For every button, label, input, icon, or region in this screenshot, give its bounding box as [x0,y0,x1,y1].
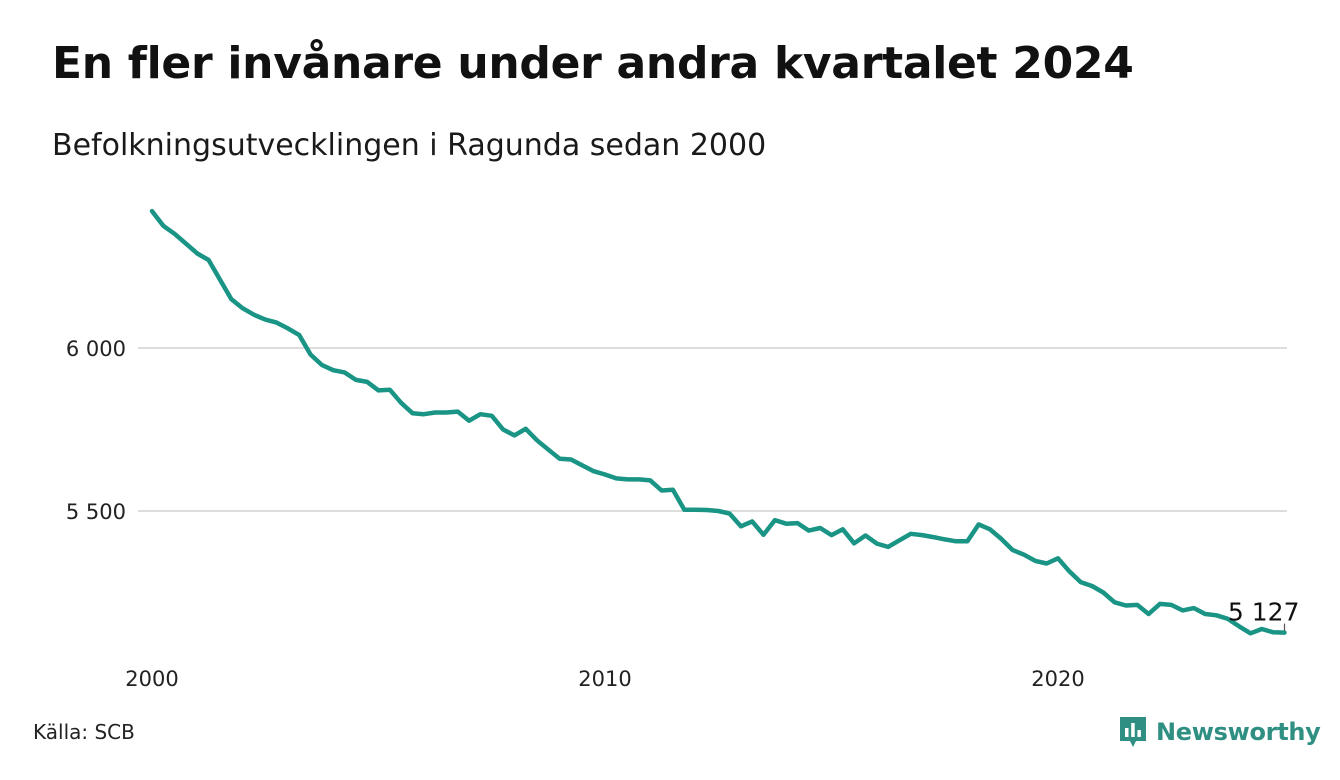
x-tick-label: 2020 [1031,667,1084,691]
end-value-label: 5 127 [1228,598,1300,627]
end-label-layer: 5 127 [1228,598,1300,631]
x-tick-label: 2000 [125,667,178,691]
x-axis-labels: 2000 2010 2020 [125,667,1084,691]
y-axis-labels: 5 500 6 000 [66,337,126,524]
brand-logo[interactable]: Newsworthy [1118,714,1321,750]
series-line [149,208,1287,636]
newsworthy-logo-icon [1120,717,1146,747]
x-tick-label: 2010 [578,667,631,691]
brand-name: Newsworthy [1156,718,1321,746]
chart-subtitle: Befolkningsutvecklingen i Ragunda sedan … [52,128,767,163]
series-layer [149,208,1287,636]
y-tick-label: 5 500 [66,500,126,524]
chart-title: En fler invånare under andra kvartalet 2… [52,38,1134,89]
y-tick-label: 6 000 [66,337,126,361]
source-note: Källa: SCB [33,720,135,744]
gridlines [138,347,1287,512]
